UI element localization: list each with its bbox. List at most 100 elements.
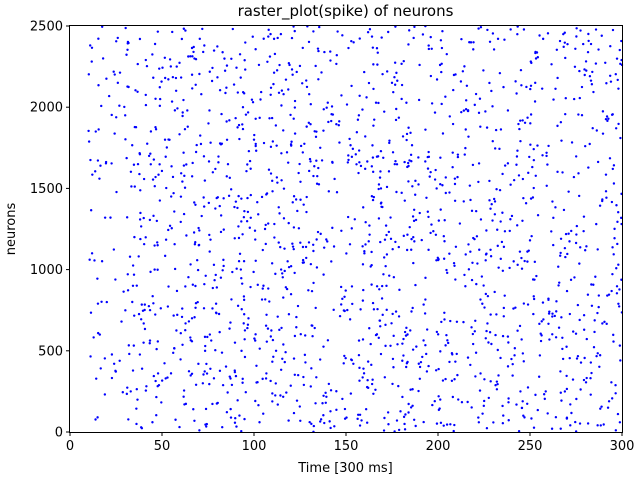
spike-point	[430, 223, 433, 226]
spike-point	[425, 328, 429, 331]
spike-point	[258, 347, 261, 350]
spike-point	[378, 319, 381, 322]
spike-point	[305, 85, 309, 89]
spike-point	[315, 266, 319, 269]
spike-point	[414, 179, 417, 183]
spike-point	[221, 269, 224, 272]
spike-point	[335, 62, 338, 66]
x-tick-label: 50	[154, 439, 171, 454]
spike-point	[374, 101, 378, 104]
spike-point	[190, 317, 194, 320]
spike-point	[225, 138, 229, 141]
spike-point	[585, 69, 588, 72]
spike-point	[477, 180, 480, 184]
spike-point	[194, 383, 198, 386]
spike-point	[372, 87, 375, 91]
spike-point	[402, 354, 405, 357]
spike-point	[185, 163, 188, 166]
spike-point	[526, 402, 529, 405]
spike-point	[590, 83, 594, 86]
spike-point	[568, 356, 571, 360]
spike-point	[238, 137, 241, 141]
spike-point	[388, 141, 391, 145]
spike-point	[394, 310, 398, 313]
spike-point	[314, 135, 318, 139]
spike-point	[391, 312, 394, 316]
spike-point	[402, 415, 406, 419]
spike-point	[415, 345, 418, 348]
spike-point	[131, 144, 134, 147]
spike-point	[576, 303, 580, 307]
spike-point	[411, 348, 415, 351]
spike-point	[405, 138, 408, 142]
spike-point	[390, 322, 393, 325]
spike-point	[393, 430, 396, 433]
spike-point	[484, 253, 488, 256]
spike-point	[617, 122, 620, 126]
spike-point	[425, 196, 428, 199]
spike-point	[520, 406, 524, 410]
spike-point	[267, 35, 270, 38]
spike-point	[298, 405, 301, 408]
spike-point	[495, 313, 498, 316]
spike-point	[181, 111, 184, 114]
spike-point	[158, 104, 162, 108]
spike-point	[105, 77, 108, 80]
spike-point	[562, 208, 566, 212]
spike-point	[307, 40, 311, 44]
spike-point	[254, 238, 257, 241]
spike-point	[430, 102, 434, 105]
spike-point	[181, 343, 184, 346]
spike-point	[243, 329, 247, 332]
spike-point	[122, 290, 125, 293]
spike-point	[242, 216, 246, 219]
spike-point	[142, 216, 145, 220]
spike-point	[262, 141, 266, 145]
spike-point	[418, 377, 422, 380]
spike-point	[440, 102, 443, 106]
spike-point	[444, 344, 447, 347]
spike-point	[202, 205, 206, 208]
spike-point	[358, 379, 361, 382]
spike-point	[479, 372, 482, 375]
spike-point	[332, 308, 335, 312]
spike-point	[500, 240, 504, 244]
spike-point	[144, 236, 147, 239]
spike-point	[411, 215, 415, 218]
spike-point	[358, 424, 362, 427]
spike-point	[314, 402, 317, 405]
spike-point	[385, 70, 389, 73]
spike-point	[160, 169, 164, 173]
spike-point	[377, 187, 380, 191]
spike-point	[299, 419, 302, 422]
spike-point	[266, 327, 270, 330]
spike-point	[144, 58, 148, 62]
spike-point	[292, 117, 295, 120]
spike-point	[309, 123, 312, 126]
spike-point	[612, 340, 615, 343]
spike-point	[484, 292, 488, 296]
spike-point	[508, 266, 511, 270]
spike-point	[589, 377, 592, 380]
spike-point	[502, 306, 506, 310]
spike-point	[171, 75, 175, 79]
spike-point	[600, 405, 603, 408]
spike-point	[229, 188, 233, 191]
spike-point	[396, 79, 399, 82]
spike-point	[359, 308, 362, 311]
spike-point	[254, 142, 257, 146]
spike-point	[139, 318, 143, 321]
spike-point	[618, 288, 621, 291]
spike-point	[97, 37, 100, 40]
spike-point	[179, 358, 182, 361]
spike-point	[529, 122, 532, 125]
spike-point	[561, 347, 564, 351]
spike-point	[244, 113, 248, 116]
spike-point	[342, 309, 346, 312]
spike-point	[358, 37, 361, 40]
spike-point	[366, 360, 370, 363]
spike-point	[100, 104, 103, 108]
spike-point	[557, 284, 560, 287]
spike-point	[293, 99, 297, 103]
spike-point	[517, 174, 521, 177]
